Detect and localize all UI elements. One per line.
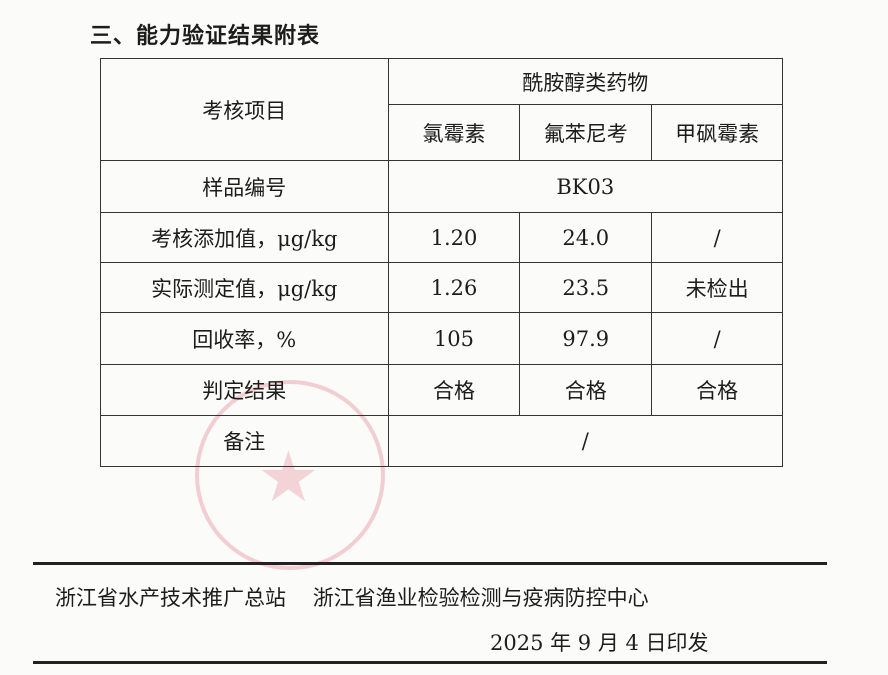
table-row: 判定结果 合格 合格 合格 <box>100 364 783 416</box>
cell: 1.26 <box>387 262 521 313</box>
issuers: 浙江省水产技术推广总站 浙江省渔业检验检测与疫病防控中心 <box>55 582 649 612</box>
cell: 未检出 <box>651 262 783 313</box>
row-label: 样品编号 <box>100 160 389 213</box>
cell: 105 <box>387 312 521 365</box>
row-label: 回收率，% <box>100 312 389 365</box>
table-row: 样品编号 BK03 <box>100 160 784 213</box>
cell: / <box>651 212 783 263</box>
issue-date: 2025 年 9 月 4 日印发 <box>490 631 709 655</box>
drug-header: 甲砜霉素 <box>651 104 783 161</box>
group-header: 酰胺醇类药物 <box>387 58 784 105</box>
table-row: 考核添加值，μg/kg 1.20 24.0 / <box>100 212 783 263</box>
bottom-rule <box>33 661 827 664</box>
table-row: 备注 / <box>100 415 784 467</box>
table-row: 回收率，% 105 97.9 / <box>100 312 783 365</box>
cell: 合格 <box>387 364 521 416</box>
row-label: 判定结果 <box>100 364 389 416</box>
row-label: 备注 <box>100 415 389 467</box>
sample-id: BK03 <box>387 160 784 213</box>
table-row: 实际测定值，μg/kg 1.26 23.5 未检出 <box>100 262 783 313</box>
issuer-2: 浙江省渔业检验检测与疫病防控中心 <box>312 586 649 610</box>
drug-header: 氯霉素 <box>387 104 521 161</box>
results-table: 考核项目 酰胺醇类药物 氯霉素 氟苯尼考 甲砜霉素 样品编号 BK03 考核添加… <box>100 58 784 467</box>
row-label: 考核添加值，μg/kg <box>100 212 389 263</box>
row-label: 实际测定值，μg/kg <box>100 262 389 313</box>
cell: 合格 <box>651 364 783 416</box>
cell: 合格 <box>519 364 653 416</box>
drug-header: 氟苯尼考 <box>519 104 653 161</box>
cell: 24.0 <box>519 212 653 263</box>
item-header: 考核项目 <box>100 58 389 161</box>
cell: 97.9 <box>519 312 653 365</box>
cell: 23.5 <box>519 262 653 313</box>
issuer-1: 浙江省水产技术推广总站 <box>55 586 286 610</box>
cell: 1.20 <box>387 212 521 263</box>
top-rule <box>33 562 827 565</box>
section-heading: 三、能力验证结果附表 <box>90 24 321 49</box>
cell: / <box>651 312 783 365</box>
remark-value: / <box>387 415 784 467</box>
